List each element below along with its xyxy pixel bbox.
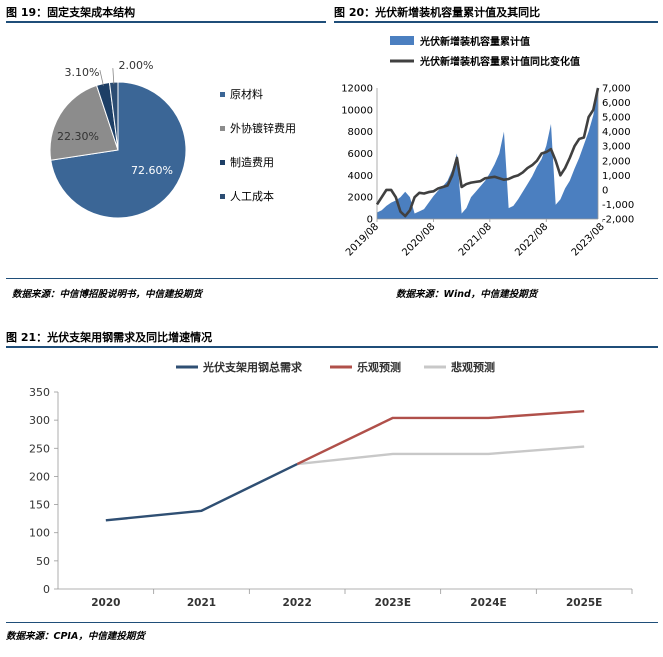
pie-data-label-2: 3.10% — [65, 66, 100, 79]
fig21-source: 数据来源：CPIA，中信建投期货 — [6, 631, 145, 642]
bottom-section-rule — [6, 622, 658, 623]
fig21-legend-label-0: 光伏支架用钢总需求 — [202, 360, 303, 374]
pie-legend-swatch — [220, 91, 225, 97]
fig20-x-tick-label: 2019/08 — [344, 221, 381, 258]
fig20-x-tick-label: 2022/08 — [513, 221, 550, 258]
fig20-legend-area-swatch — [390, 36, 414, 45]
fig21-legend-label-2: 悲观预测 — [451, 360, 495, 374]
fig19-pie-chart: 72.60% 22.30% 3.10% 2.00% — [49, 59, 187, 219]
fig21-x-tick-label: 2024E — [470, 597, 506, 609]
pie-data-label-0: 72.60% — [131, 164, 173, 177]
fig21-y-tick-label: 350 — [29, 386, 50, 399]
pie-legend-swatch — [220, 125, 225, 131]
fig20-title: 图 20：光伏新增装机容量累计值及其同比 — [334, 6, 541, 19]
fig21-y-tick-label: 50 — [36, 555, 50, 568]
fig20-right-tick-label: 7,000 — [602, 84, 631, 95]
fig20-left-tick-label: 6000 — [348, 149, 373, 160]
fig21-legend-label-1: 乐观预测 — [357, 360, 401, 374]
pie-legend-swatch — [220, 159, 225, 165]
fig20-area-series — [377, 86, 598, 220]
pie-legend-label: 制造费用 — [230, 156, 274, 169]
fig21-line-chart: 光伏支架用钢总需求 乐观预测 悲观预测 0 50 100 150 200 250 300 350 2… — [29, 360, 633, 609]
fig20-legend-area-label: 光伏新增装机容量累计值 — [419, 35, 530, 48]
pie-legend-label: 原材料 — [230, 88, 263, 101]
fig19-title: 图 19：固定支架成本结构 — [6, 6, 136, 19]
fig21-y-tick-label: 0 — [43, 583, 50, 596]
fig20-right-tick-label: 6,000 — [602, 98, 631, 109]
fig21-title: 图 21：光伏支架用钢需求及同比增速情况 — [6, 331, 213, 344]
fig20-right-tick-label: 1,000 — [602, 171, 631, 182]
fig20-x-tick-label: 2020/08 — [400, 221, 437, 258]
fig21-x-tick-label: 2020 — [91, 597, 120, 609]
fig21-y-tick-label: 100 — [29, 527, 50, 540]
pie-legend-item-2: 制造费用 — [220, 154, 274, 170]
fig20-x-tick-label: 2023/08 — [570, 221, 607, 258]
pie-legend-label: 人工成本 — [230, 190, 274, 203]
fig21-x-tick-label: 2022 — [283, 597, 312, 609]
pie-data-label-3: 2.00% — [119, 59, 154, 72]
fig19-source: 数据来源：中信博招股说明书，中信建投期货 — [12, 289, 203, 300]
pie-leader-line-3 — [112, 68, 115, 85]
fig20-line-series — [375, 87, 600, 218]
fig20-right-tick-label: 5,000 — [602, 113, 631, 124]
fig21-series-line-0 — [105, 462, 298, 522]
pie-legend-label: 外协镀锌费用 — [230, 122, 296, 135]
fig21-x-tick-label: 2025E — [566, 597, 602, 609]
fig20-left-tick-label: 4000 — [348, 171, 373, 182]
fig19-title-rule — [6, 21, 326, 23]
fig20-source: 数据来源：Wind，中信建投期货 — [396, 289, 538, 300]
fig21-x-tick-label: 2023E — [375, 597, 411, 609]
fig20-left-tick-label: 0 — [367, 215, 373, 226]
fig21-y-tick-label: 300 — [29, 414, 50, 427]
fig20-right-tick-label: 4,000 — [602, 127, 631, 138]
fig20-right-tick-label: 2,000 — [602, 156, 631, 167]
fig21-series-line-1 — [296, 409, 585, 466]
top-section-rule — [6, 278, 658, 279]
pie-slice-1 — [49, 84, 119, 161]
fig20-left-tick-label: 8000 — [348, 127, 373, 138]
fig20-right-tick-label: 3,000 — [602, 142, 631, 153]
pie-leader-line-2 — [99, 69, 104, 86]
fig21-y-tick-label: 150 — [29, 499, 50, 512]
fig20-right-tick-label: -1,000 — [602, 200, 634, 211]
pie-legend-item-1: 外协镀锌费用 — [220, 120, 296, 136]
pie-legend-swatch — [220, 193, 225, 199]
fig20-legend-line-label: 光伏新增装机容量累计值同比变化值 — [419, 55, 580, 68]
fig20-left-tick-label: 10000 — [341, 105, 373, 116]
fig20-x-tick-label: 2021/08 — [457, 221, 494, 258]
fig21-series-line-2 — [297, 445, 585, 466]
pie-legend-item-0: 原材料 — [220, 86, 263, 102]
fig21-title-rule — [6, 346, 658, 348]
fig20-title-rule — [334, 21, 658, 23]
pie-data-label-1: 22.30% — [57, 130, 99, 143]
fig20-right-tick-label: 0 — [602, 185, 608, 196]
fig20-left-tick-label: 2000 — [348, 193, 373, 204]
fig21-y-tick-label: 200 — [29, 470, 50, 483]
fig21-x-tick-label: 2021 — [187, 597, 216, 609]
fig20-right-tick-label: -2,000 — [602, 215, 634, 226]
fig20-left-tick-label: 12000 — [341, 84, 373, 95]
pie-legend-item-3: 人工成本 — [220, 188, 274, 204]
fig21-y-tick-label: 250 — [29, 442, 50, 455]
